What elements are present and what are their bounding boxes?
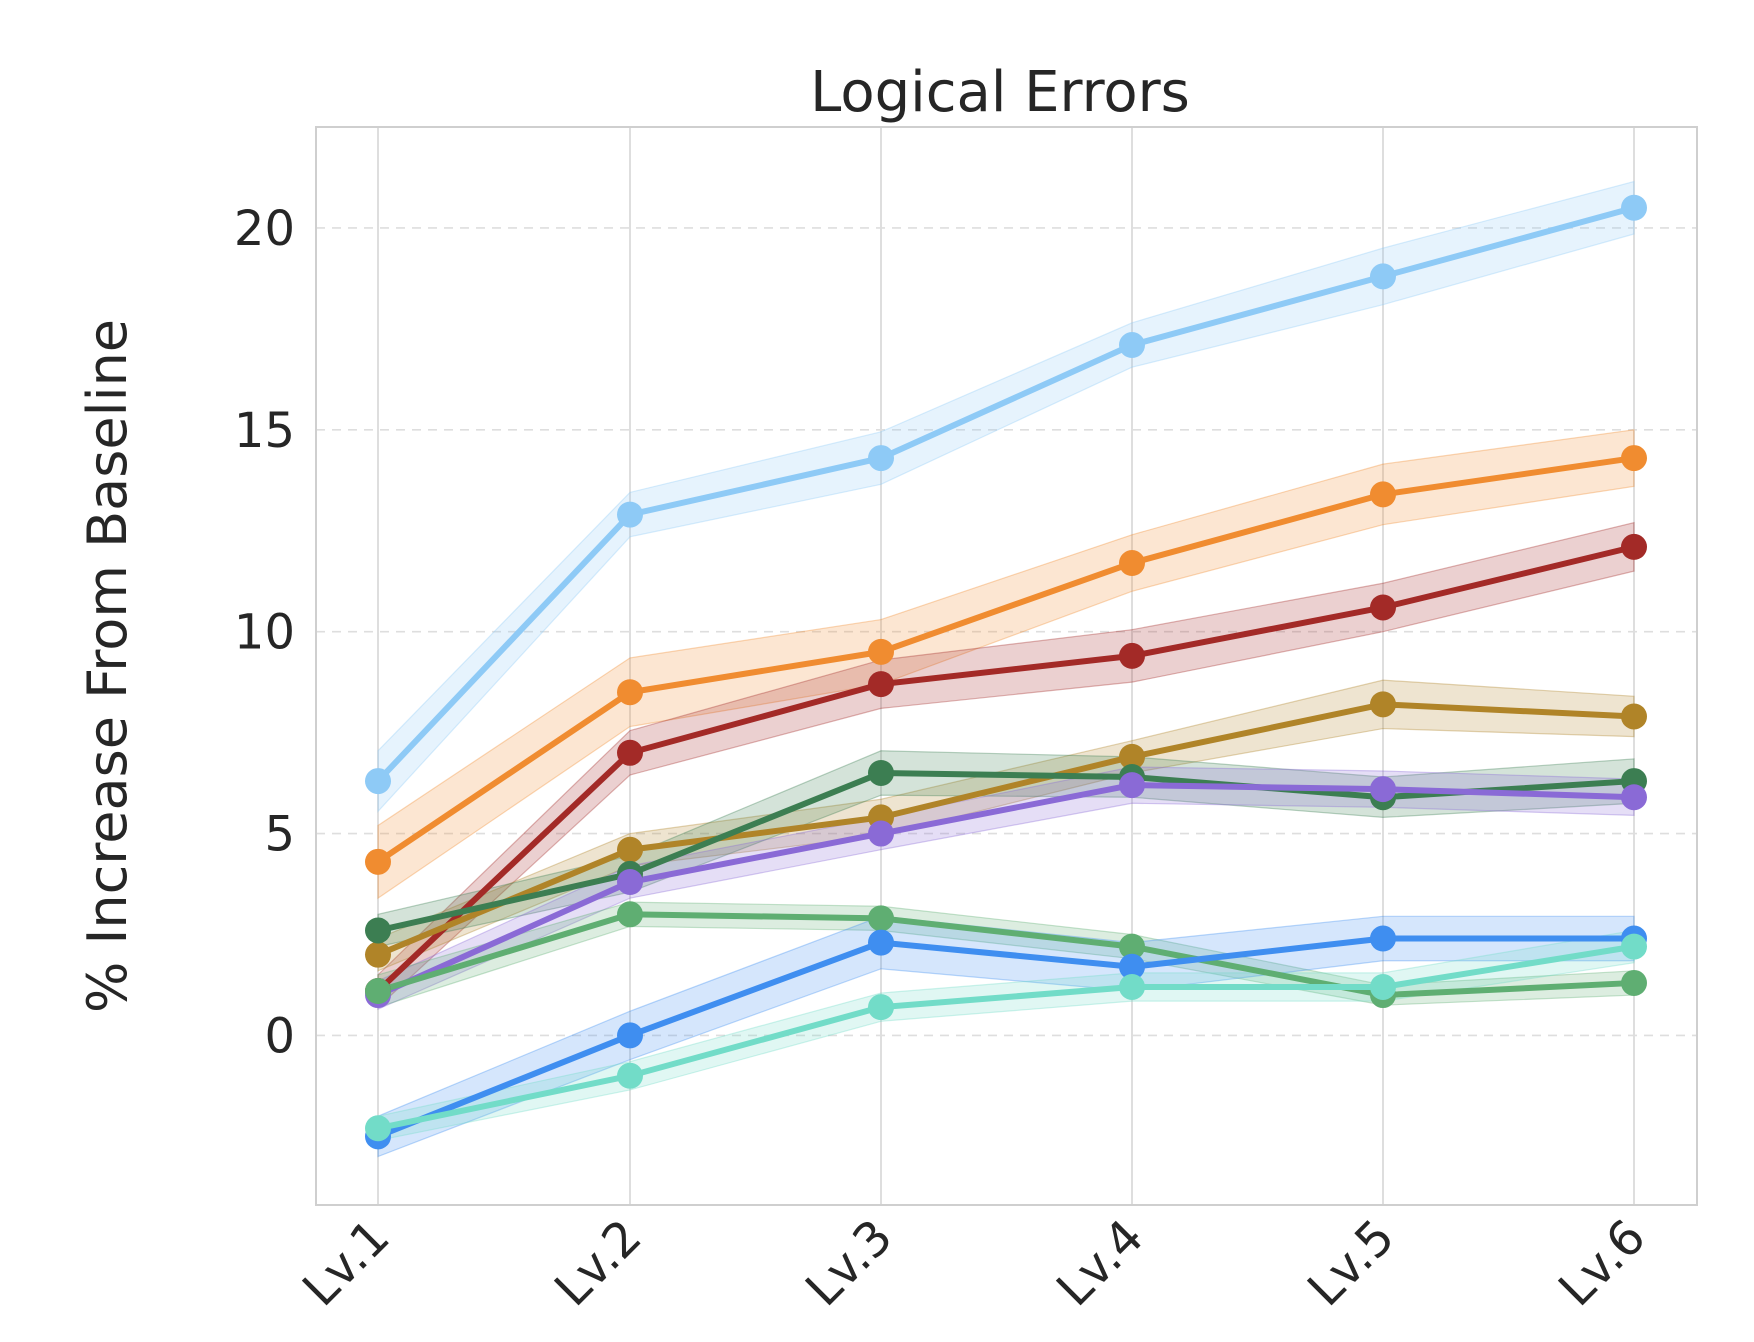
series-9-point [868,994,894,1021]
series-7-point [617,901,643,928]
series-5-point [365,917,391,944]
series-2-point [1621,445,1647,472]
y-tick-label: 15 [234,403,295,459]
series-8-line [376,935,1634,1140]
series-6-point [1621,784,1647,811]
y-tick-label: 10 [234,605,295,661]
series-3-point [1370,594,1396,621]
series-5-point [868,759,894,786]
y-tick-label: 0 [264,1008,295,1064]
x-tick-label: Lv.6 [1548,1209,1656,1317]
series-5-line [377,769,1635,934]
series-9-point [1370,973,1396,1000]
series-6-point [617,869,643,896]
series-3-point [868,671,894,698]
series-7-point [868,905,894,932]
y-axis-label: % Increase From Baseline [76,319,139,1013]
series-1-point [868,445,894,472]
series-3-point [617,739,643,766]
series-6-point [868,820,894,847]
y-tick-labels: 0 5 10 15 20 [234,201,295,1064]
series-1-point [1370,263,1396,290]
series-8-point [868,929,894,956]
series-2-point [1370,481,1396,508]
grid [316,127,1697,1205]
x-tick-label: Lv.3 [795,1209,903,1317]
series-6-line [376,782,1635,998]
series-8-point [617,1022,643,1049]
y-tick-label: 5 [264,807,295,863]
series-lines [375,204,1635,1140]
series-2-line [376,455,1635,865]
series-3-point [1621,533,1647,560]
series-9-point [365,1115,391,1142]
plot-frame [315,126,1698,1206]
x-tick-label: Lv.2 [544,1209,652,1317]
series-2-point [617,679,643,706]
series-1-line [375,204,1635,784]
series-7-point [365,978,391,1005]
series-3-point [1119,642,1145,669]
series-9-point [1119,973,1145,1000]
series-6-point [1370,776,1396,803]
series-7-line [377,911,1635,999]
series-4-line [376,701,1635,958]
series-3-line [375,543,1635,994]
x-tick-label: Lv.5 [1297,1209,1405,1317]
series-4-point [1119,743,1145,770]
series-9-line [377,943,1635,1132]
series-1-point [1621,194,1647,221]
series-1-point [365,768,391,795]
x-tick-label: Lv.1 [292,1209,400,1317]
x-tick-label: Lv.4 [1046,1209,1154,1317]
series-1-point [1119,332,1145,359]
series-2-point [868,638,894,665]
series-4-point [365,941,391,968]
series-7-point [1621,969,1647,996]
series-points [365,194,1647,1150]
series-4-point [617,836,643,863]
series-9-point [617,1062,643,1089]
series-2-point [1119,550,1145,577]
series-8-point [1370,925,1396,952]
series-4-point [1621,703,1647,730]
y-tick-label: 20 [234,201,295,257]
chart-title: Logical Errors [810,60,1190,125]
series-7-point [1119,933,1145,960]
series-1-point [617,501,643,528]
series-8-point [1119,953,1145,980]
x-tick-labels: Lv.1 Lv.2 Lv.3 Lv.4 Lv.5 Lv.6 [292,1209,1656,1317]
series-4-point [1370,691,1396,718]
series-9-point [1621,933,1647,960]
series-6-point [1119,772,1145,799]
series-2-point [365,848,391,875]
